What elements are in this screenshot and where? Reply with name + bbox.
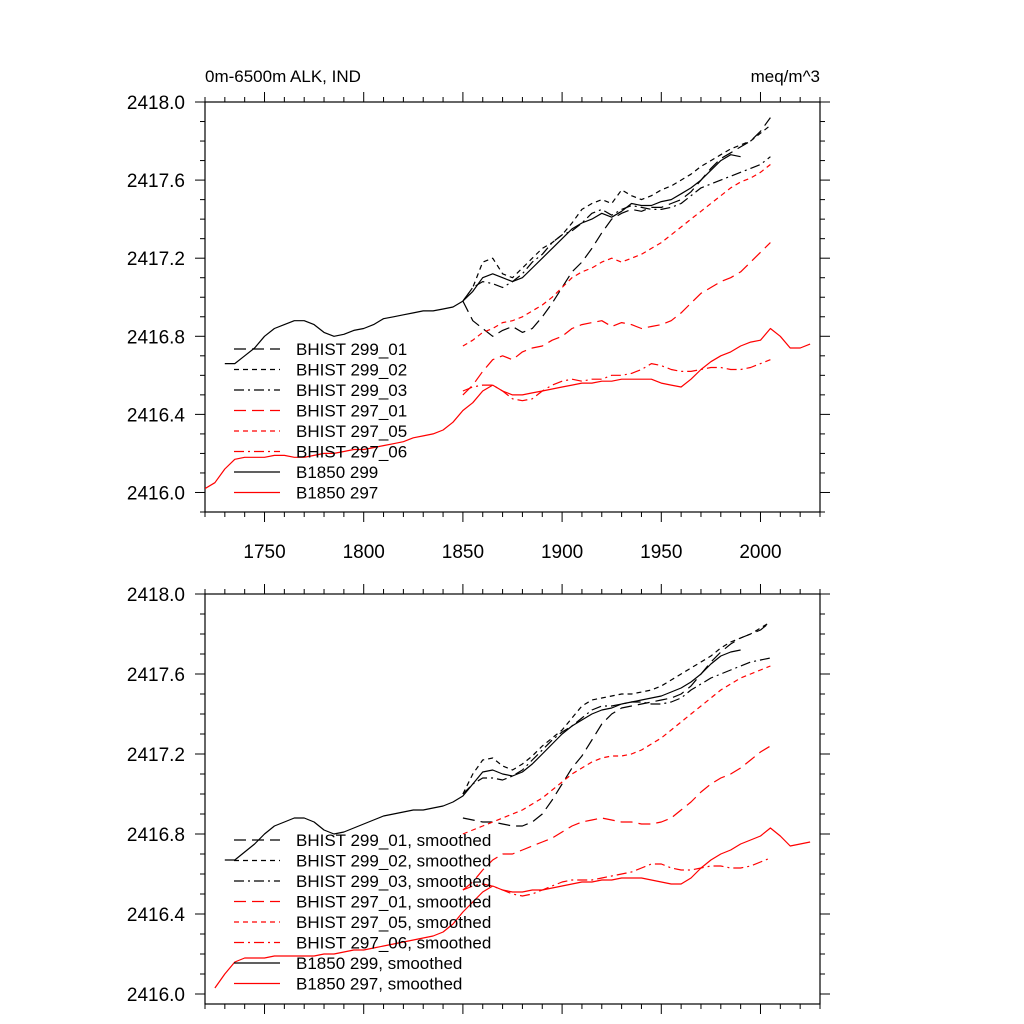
legend-label: BHIST 297_01, smoothed — [296, 893, 491, 912]
legend-label: BHIST 299_02 — [296, 361, 407, 380]
series-line — [462, 124, 771, 302]
series-line — [205, 327, 811, 490]
plot-frame — [204, 101, 821, 513]
series-line — [462, 621, 771, 827]
legend-label: BHIST 299_03 — [296, 381, 407, 400]
y-tick-label: 2416.4 — [127, 905, 186, 926]
y-tick-label: 2416.0 — [127, 483, 185, 504]
y-tick-label: 2416.4 — [127, 405, 186, 426]
series-line — [462, 156, 771, 302]
plot-frame — [204, 593, 821, 1005]
legend-label: BHIST 297_06, smoothed — [296, 934, 491, 953]
legend-label: BHIST 299_01 — [296, 340, 407, 359]
x-tick-label: 1850 — [442, 542, 484, 563]
legend-label: B1850 299, smoothed — [296, 954, 462, 973]
series-line — [224, 649, 741, 861]
series-line — [462, 164, 771, 347]
y-tick-label: 2418.0 — [127, 585, 185, 606]
x-tick-label: 1950 — [640, 542, 682, 563]
x-tick-label: 1900 — [541, 542, 583, 563]
panel-title: 0m-6500m ALK, IND — [205, 67, 361, 86]
series-line — [462, 621, 771, 795]
x-tick-label: 2000 — [739, 542, 781, 563]
legend-label: B1850 297 — [296, 484, 378, 503]
legend-label: BHIST 297_06 — [296, 443, 407, 462]
series-group — [214, 621, 811, 989]
legend-label: BHIST 297_01 — [296, 402, 407, 421]
legend-label: BHIST 299_03, smoothed — [296, 872, 491, 891]
x-tick-label: 1800 — [343, 542, 385, 563]
y-tick-label: 2416.0 — [127, 985, 185, 1006]
y-tick-label: 2416.8 — [127, 327, 185, 348]
y-tick-label: 2417.6 — [127, 665, 185, 686]
series-line — [462, 745, 771, 891]
y-tick-label: 2418.0 — [127, 93, 185, 114]
series-line — [462, 359, 771, 402]
top-panel: 0m-6500m ALK, IND meq/m^3 1750 1800 1850 19… — [127, 67, 830, 563]
legend-label: BHIST 297_05, smoothed — [296, 913, 491, 932]
units-label: meq/m^3 — [751, 67, 820, 86]
series-line — [462, 657, 771, 795]
legend-label: BHIST 299_02, smoothed — [296, 852, 491, 871]
y-tick-label: 2417.2 — [127, 745, 185, 766]
legend-label: BHIST 299_01, smoothed — [296, 831, 491, 850]
legend-label: B1850 297, smoothed — [296, 975, 462, 994]
y-tick-label: 2416.8 — [127, 825, 185, 846]
series-line — [462, 857, 771, 897]
y-tick-label: 2417.2 — [127, 249, 185, 270]
legend-label: B1850 299 — [296, 463, 378, 482]
x-tick-label: 1750 — [243, 542, 285, 563]
series-line — [214, 827, 811, 989]
series-line — [462, 242, 771, 396]
series-line — [462, 117, 771, 337]
y-tick-label: 2417.6 — [127, 171, 185, 192]
legend-label: BHIST 297_05 — [296, 422, 407, 441]
series-line — [224, 154, 741, 365]
series-group — [205, 117, 811, 490]
series-line — [462, 665, 771, 835]
bottom-panel: 2416.0 2416.4 2416.8 2417.2 2417.6 2418.0 BHIS… — [127, 584, 830, 1014]
